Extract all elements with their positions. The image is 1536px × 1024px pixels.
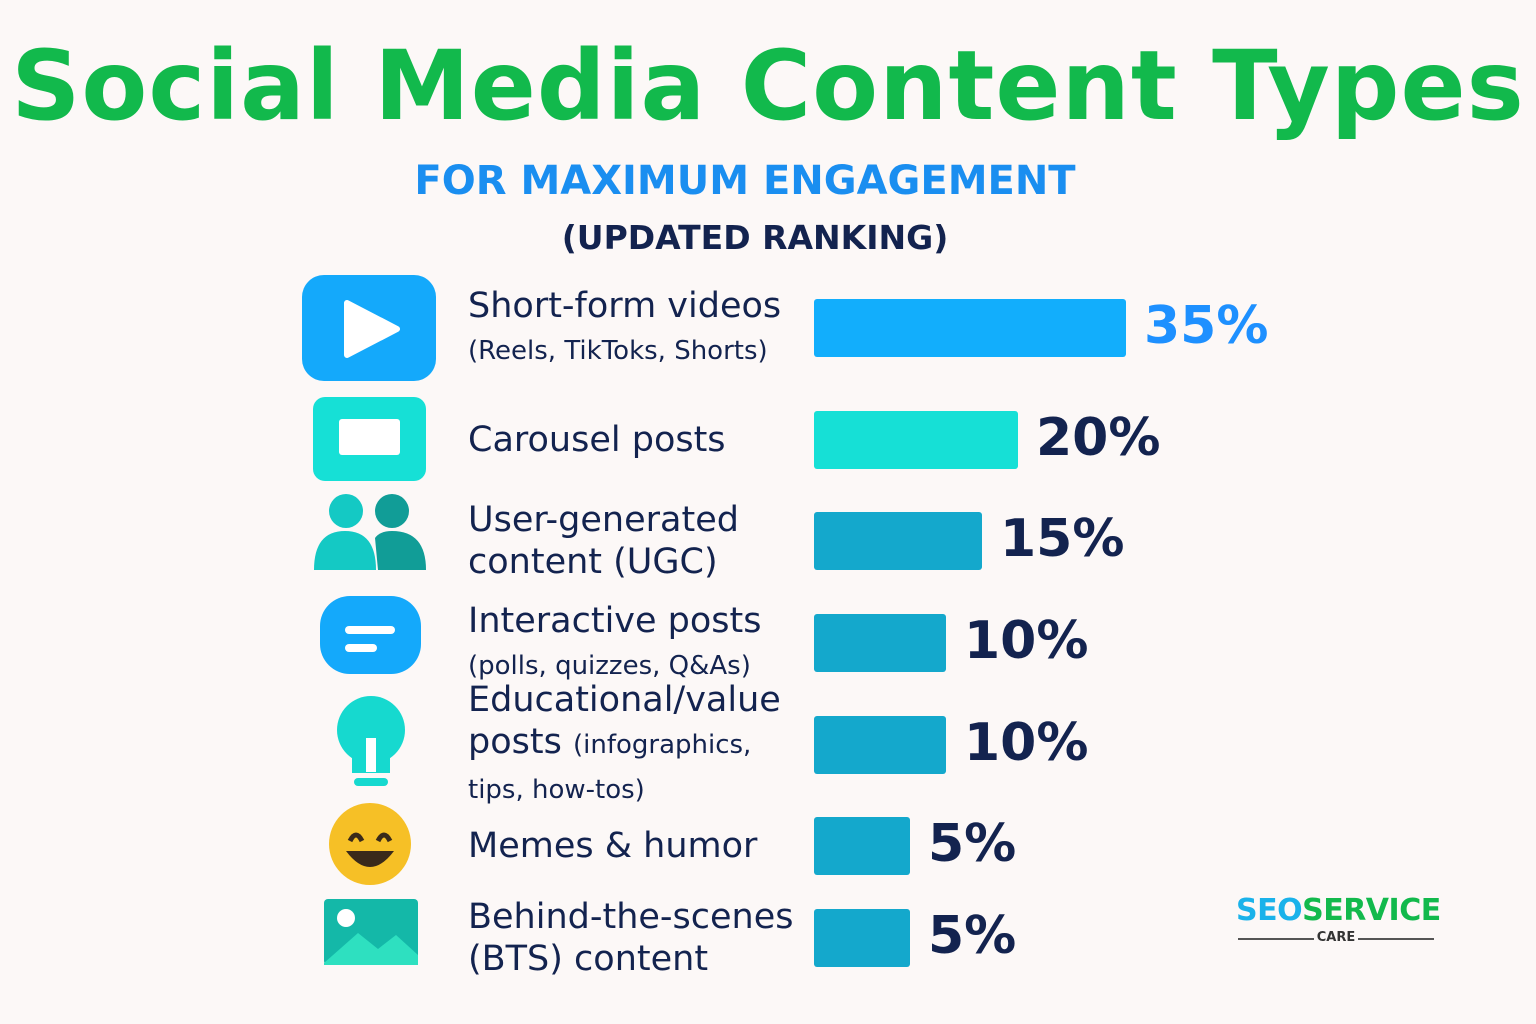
category-main: Memes & humor — [468, 826, 758, 866]
category-label: User-generated content (UGC) — [468, 499, 798, 583]
page-title: Social Media Content Types — [11, 30, 1525, 142]
chat-icon — [300, 588, 440, 698]
value-label: 10% — [964, 611, 1089, 671]
bar — [814, 817, 910, 875]
chart-row: Memes & humor 5% — [0, 0, 1536, 885]
logo-care: CARE — [1236, 930, 1436, 945]
subtitle: FOR MAXIMUM ENGAGEMENT — [414, 158, 1076, 204]
image-icon — [300, 883, 440, 993]
lightbulb-icon — [300, 690, 440, 800]
value-label: 10% — [964, 713, 1089, 773]
chart-row: Interactive posts (polls, quizzes, Q&As)… — [0, 0, 1536, 681]
bar — [814, 614, 946, 672]
value-label: 15% — [1000, 509, 1125, 569]
category-sub: (Reels, TikToks, Shorts) — [468, 335, 768, 366]
logo-service: SERVICE — [1302, 893, 1441, 928]
chart-row: Carousel posts 20% — [0, 0, 1536, 481]
category-main: User-generated content (UGC) — [468, 500, 739, 582]
subtitle-ranking: (UPDATED RANKING) — [561, 218, 949, 257]
smiley-icon — [300, 791, 440, 901]
play-icon — [300, 273, 440, 383]
users-icon — [300, 486, 440, 596]
category-label: Educational/value posts (infographics, t… — [468, 679, 798, 811]
chart-row: Behind-the-scenes (BTS) content 5% — [0, 0, 1536, 979]
bar — [814, 909, 910, 967]
category-main: Interactive posts — [468, 600, 762, 641]
bar — [814, 299, 1126, 357]
value-label: 5% — [928, 906, 1017, 966]
category-label: Short-form videos (Reels, TikToks, Short… — [468, 285, 798, 372]
category-sub: (infographics, tips, how-tos) — [468, 730, 752, 805]
category-main: Short-form videos — [468, 285, 782, 326]
carousel-icon — [300, 385, 440, 495]
category-sub: (polls, quizzes, Q&As) — [468, 650, 751, 681]
bar — [814, 716, 946, 774]
category-label: Memes & humor — [468, 825, 798, 867]
category-main: Carousel posts — [468, 420, 726, 460]
category-main: Educational/value posts — [468, 680, 781, 762]
value-label: 5% — [928, 814, 1017, 874]
value-label: 20% — [1036, 408, 1161, 468]
category-main: Behind-the-scenes (BTS) content — [468, 897, 794, 979]
bar — [814, 512, 982, 570]
category-label: Behind-the-scenes (BTS) content — [468, 896, 798, 980]
category-label: Interactive posts (polls, quizzes, Q&As) — [468, 600, 798, 687]
chart-row: Short-form videos (Reels, TikToks, Short… — [0, 0, 1536, 381]
category-label: Carousel posts — [468, 419, 798, 461]
logo-seo: SEO — [1236, 893, 1303, 928]
value-label: 35% — [1144, 296, 1269, 356]
logo: SEOSERVICE CARE — [1236, 893, 1441, 945]
chart-row: User-generated content (UGC) 15% — [0, 0, 1536, 582]
chart-row: Educational/value posts (infographics, t… — [0, 0, 1536, 805]
bar — [814, 411, 1018, 469]
